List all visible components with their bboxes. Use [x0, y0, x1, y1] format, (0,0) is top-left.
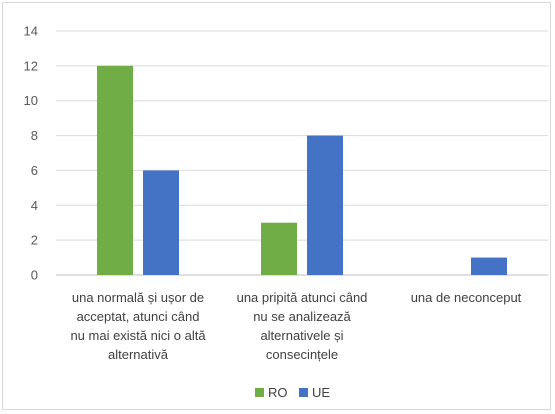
bar-ro: [97, 65, 133, 275]
x-category-label-line: una pripită atunci când: [237, 290, 368, 305]
x-category-label-line: una de neconceput: [411, 290, 522, 305]
legend-swatch-ue: [299, 388, 308, 397]
legend-label-ue: UE: [312, 385, 330, 400]
bar-ue: [143, 170, 179, 275]
y-tick-label: 2: [31, 233, 38, 248]
x-category-label-line: acceptat, atunci când: [77, 309, 200, 324]
x-category-label-line: consecințele: [266, 347, 338, 362]
x-category-label-line: una normală și ușor de: [72, 290, 204, 305]
y-tick-label: 14: [24, 24, 38, 39]
x-category-label-line: nu mai există nici o altă: [70, 328, 206, 343]
x-category-label: una de neconceput: [411, 290, 522, 305]
x-category-label: una pripită atunci când nu se analizează a…: [237, 290, 368, 362]
bar-ue: [471, 257, 507, 275]
chart-frame: [2, 2, 551, 410]
y-tick-label: 8: [31, 128, 38, 143]
y-tick-label: 0: [31, 268, 38, 283]
bar-ro: [261, 222, 297, 275]
legend-swatch-ro: [255, 388, 264, 397]
bar-ue: [307, 135, 343, 275]
x-category-label-line: alternativele și: [260, 328, 343, 343]
x-category-label-line: alternativă: [108, 347, 169, 362]
y-tick-label: 6: [31, 163, 38, 178]
y-tick-label: 4: [31, 198, 38, 213]
y-tick-label: 10: [24, 93, 38, 108]
x-category-label: una normală și ușor de acceptat, atunci c…: [70, 290, 206, 362]
y-tick-label: 12: [24, 58, 38, 73]
legend-label-ro: RO: [268, 385, 288, 400]
x-category-label-line: nu se analizează: [253, 309, 351, 324]
